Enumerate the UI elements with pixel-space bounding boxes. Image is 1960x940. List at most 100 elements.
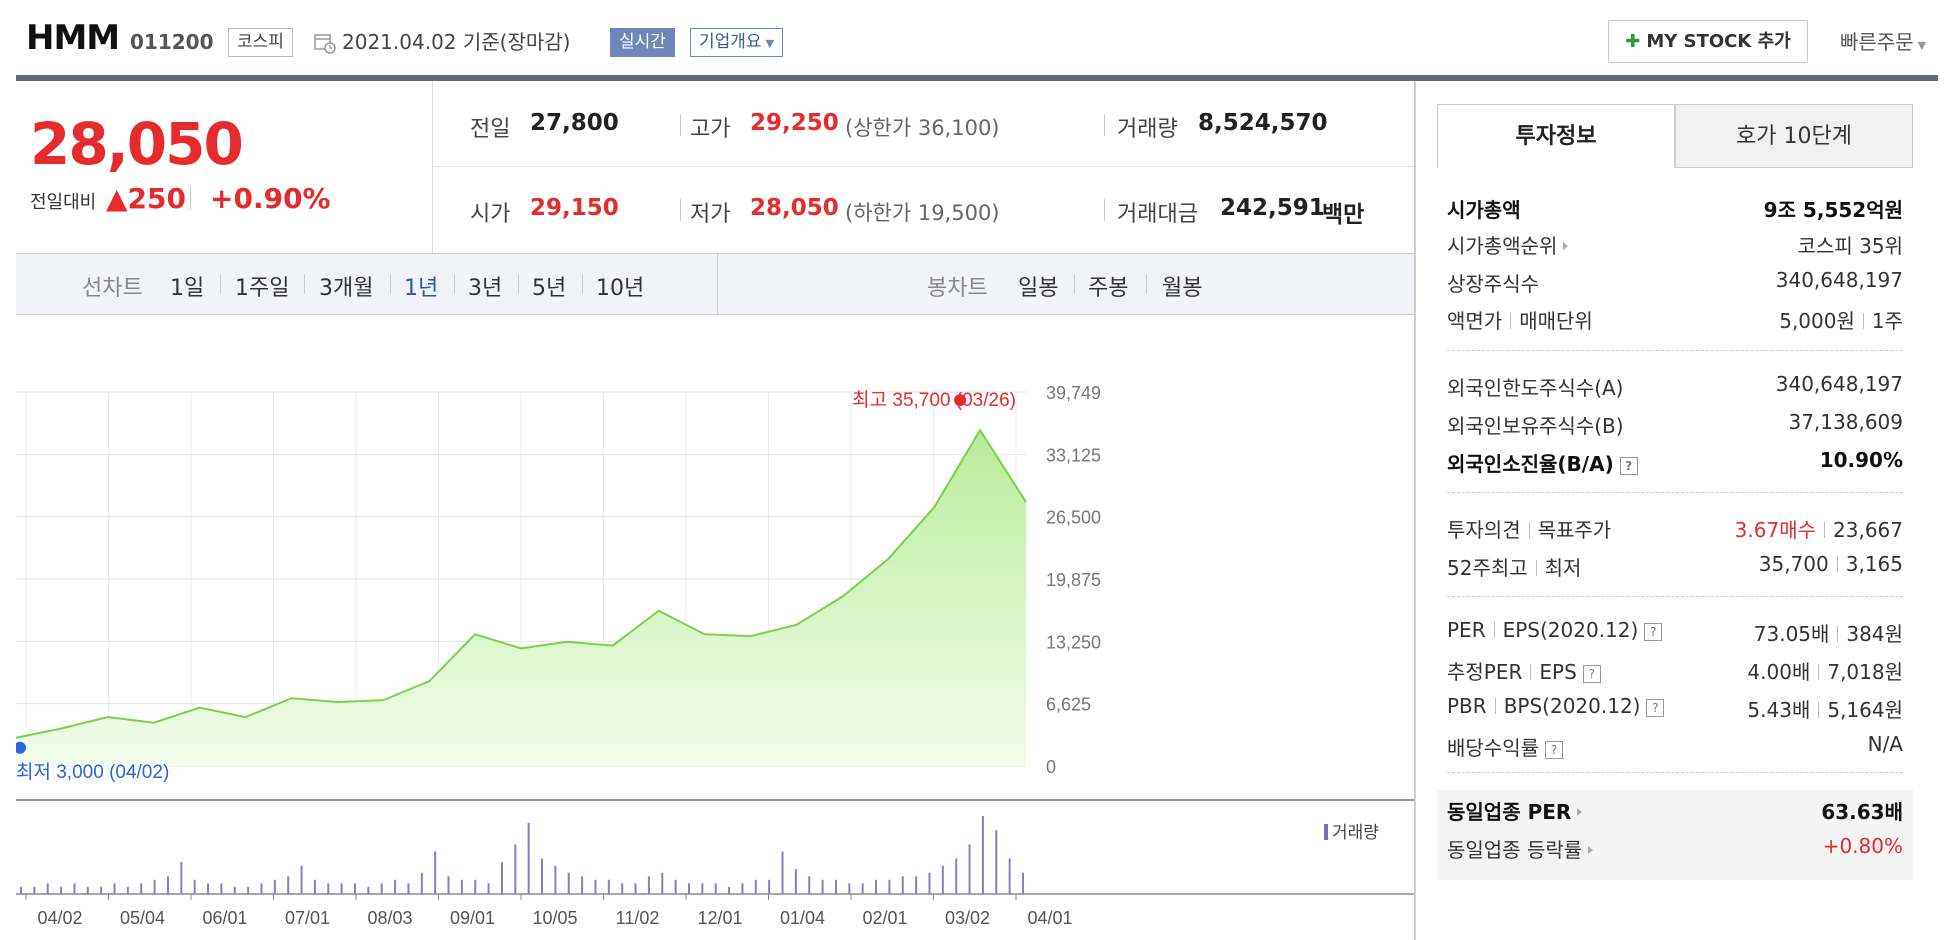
help-icon[interactable]: ? (1646, 699, 1665, 717)
invest-row-label: 상장주식수 (1447, 268, 1539, 297)
y-tick-label: 26,500 (1046, 508, 1101, 528)
label-text: 액면가 (1447, 309, 1503, 333)
stats-row-divider (434, 166, 1414, 167)
value-text: 5,164원 (1827, 698, 1903, 722)
caret-down-icon: ▼ (765, 37, 775, 50)
value-text: 3,165 (1845, 552, 1903, 576)
section-divider (1447, 350, 1903, 351)
section-divider (1447, 596, 1903, 597)
volume-bar (340, 883, 343, 894)
tab-order-book[interactable]: 호가 10단계 (1675, 104, 1913, 168)
invest-row: 동일업종 PER 63.63배 (1437, 796, 1913, 824)
change-percent: +0.90% (210, 182, 331, 215)
volume-bar (394, 879, 397, 894)
volume-bar (193, 879, 196, 894)
invest-row-value: 37,138,609 (1788, 410, 1903, 434)
volume-bar (741, 883, 744, 894)
help-icon[interactable]: ? (1619, 457, 1638, 475)
panel-divider (1414, 81, 1416, 940)
volume-bar (180, 862, 183, 894)
x-tick-label: 01/04 (780, 908, 825, 928)
label-text: 배당수익률 (1447, 736, 1539, 760)
volume-bar (514, 844, 517, 894)
chevron-right-icon[interactable] (1588, 846, 1594, 854)
label-text: 시가총액 (1447, 198, 1521, 222)
tab-10y[interactable]: 10년 (596, 276, 645, 301)
volume-bar (941, 865, 944, 894)
volume-bar (153, 879, 156, 894)
volume-bar (647, 876, 650, 894)
tab-daily[interactable]: 일봉 (1018, 276, 1059, 301)
volume-bar (834, 879, 837, 894)
label-text: EPS (1539, 660, 1577, 684)
value-text: 340,648,197 (1775, 372, 1903, 396)
volume-bar (140, 883, 143, 894)
tab-weekly[interactable]: 주봉 (1088, 276, 1129, 301)
volume-bar (474, 879, 477, 894)
section-divider (1447, 772, 1903, 773)
value-text: +0.80% (1822, 834, 1903, 858)
tab-3m[interactable]: 3개월 (319, 276, 374, 301)
divider (390, 274, 391, 294)
volume-bar (46, 883, 49, 894)
volume-bar (541, 858, 544, 894)
volume-bar (434, 851, 437, 894)
value-text: 4.00배 (1747, 660, 1811, 684)
amount-label: 거래대금 (1117, 202, 1198, 227)
invest-row-value: 35,700 3,165 (1759, 552, 1903, 576)
volume-bar (60, 886, 63, 894)
quick-order-link[interactable]: 빠른주문 ▼ (1840, 28, 1926, 60)
tab-1d[interactable]: 1일 (170, 276, 205, 301)
volume-legend-swatch (1324, 824, 1328, 840)
volume-bar (207, 883, 210, 894)
chevron-right-icon[interactable] (1563, 242, 1569, 250)
label-text: PBR (1447, 694, 1487, 718)
help-icon[interactable]: ? (1545, 741, 1563, 759)
x-tick-label: 03/02 (945, 908, 990, 928)
volume-bar (888, 879, 891, 894)
invest-row-value: 73.05배 384원 (1754, 618, 1903, 647)
help-icon[interactable]: ? (1582, 665, 1601, 683)
invest-row-label: 동일업종 등락률 (1447, 834, 1594, 863)
high-value: 29,250 (750, 110, 839, 136)
stock-code: 011200 (130, 30, 214, 54)
volume-bar (701, 883, 704, 894)
divider (220, 274, 221, 294)
volume-bar (113, 883, 116, 894)
y-tick-label: 39,749 (1046, 383, 1101, 403)
volume-bar (1008, 858, 1011, 894)
tab-monthly[interactable]: 월봉 (1162, 276, 1203, 301)
lower-limit: (하한가 19,500) (845, 201, 1000, 225)
company-overview-dropdown[interactable]: 기업개요 ▼ (690, 28, 784, 57)
peer-section-bg (1437, 790, 1913, 880)
label-text: 외국인보유주식수(B) (1447, 414, 1624, 438)
realtime-button[interactable]: 실시간 (610, 28, 675, 57)
volume-value: 8,524,570 (1198, 110, 1328, 136)
volume-bar (367, 886, 370, 894)
tab-5y[interactable]: 5년 (532, 276, 567, 301)
help-icon[interactable]: ? (1644, 623, 1663, 641)
invest-row-label: 추정PER EPS? (1447, 656, 1601, 685)
divider (1818, 664, 1820, 680)
volume-bar (848, 883, 851, 894)
current-price: 28,050 (30, 110, 244, 178)
volume-bar (166, 876, 169, 894)
y-tick-label: 13,250 (1046, 632, 1101, 652)
invest-row-label: PER EPS(2020.12)? (1447, 618, 1663, 642)
tab-invest-info[interactable]: 투자정보 (1437, 104, 1675, 168)
divider (1837, 626, 1839, 642)
volume-bar (220, 883, 223, 894)
tab-1w[interactable]: 1주일 (235, 276, 290, 301)
tab-1y[interactable]: 1년 (404, 276, 439, 301)
volume-bar (915, 876, 918, 894)
value-text: 73.05배 (1753, 622, 1830, 646)
add-my-stock-button[interactable]: ✚ MY STOCK 추가 (1608, 20, 1808, 63)
high-label: 최고 35,700 (03/26) (852, 389, 1016, 411)
invest-row-label: 외국인소진율(B/A)? (1447, 448, 1638, 477)
volume-bar (861, 883, 864, 894)
volume-bar (567, 872, 570, 894)
chevron-right-icon[interactable] (1577, 808, 1583, 816)
volume-bar (327, 883, 330, 894)
upper-limit: (상한가 36,100) (845, 116, 1000, 140)
tab-3y[interactable]: 3년 (468, 276, 503, 301)
